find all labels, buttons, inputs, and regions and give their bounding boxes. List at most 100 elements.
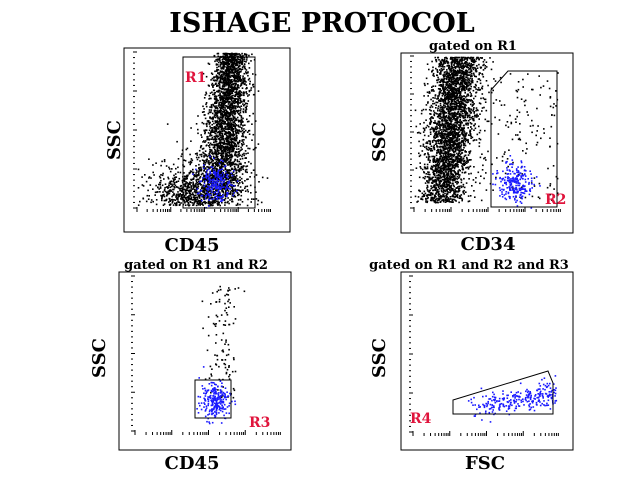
event-dot <box>195 176 198 178</box>
cd34-event-dot <box>228 180 230 183</box>
event-dot <box>184 182 187 185</box>
event-dot <box>236 77 238 80</box>
event-dot <box>244 54 246 56</box>
event-dot <box>444 124 446 127</box>
event-dot <box>237 184 239 187</box>
cd34-event-dot <box>219 179 222 181</box>
event-dot <box>468 71 470 74</box>
event-dot <box>208 167 211 170</box>
event-dot <box>213 84 215 86</box>
event-dot <box>192 199 195 201</box>
event-dot <box>213 167 216 169</box>
event-dot <box>463 129 465 132</box>
event-dot <box>181 197 184 199</box>
event-dot <box>437 183 439 186</box>
event-dot <box>218 128 220 130</box>
event-dot <box>167 190 170 192</box>
event-dot <box>212 146 215 149</box>
event-dot <box>414 195 417 198</box>
event-dot <box>223 127 226 130</box>
event-dot <box>436 159 438 162</box>
event-dot <box>221 78 223 80</box>
event-dot <box>460 158 463 161</box>
event-dot <box>213 114 216 116</box>
event-dot <box>216 108 219 110</box>
event-dot <box>236 124 238 127</box>
event-dot <box>203 187 205 189</box>
event-dot <box>240 105 243 107</box>
event-dot <box>189 192 191 195</box>
event-dot <box>227 118 230 120</box>
event-dot <box>198 183 200 185</box>
cd34-event-dot <box>209 170 211 173</box>
event-dot <box>214 201 217 204</box>
event-dot <box>193 198 196 200</box>
event-dot <box>187 184 189 186</box>
event-dot <box>215 95 218 98</box>
event-dot <box>226 119 229 122</box>
event-dot <box>171 184 174 187</box>
event-dot <box>437 191 440 194</box>
event-dot <box>233 112 235 114</box>
event-dot <box>195 191 198 194</box>
event-dot <box>251 139 253 141</box>
event-dot <box>227 94 229 96</box>
event-dot <box>219 162 222 165</box>
cd34-event-dot <box>230 184 232 186</box>
event-dot <box>440 63 443 65</box>
event-dot <box>204 192 206 195</box>
event-dot <box>218 161 220 163</box>
event-dot <box>208 98 210 100</box>
event-dot <box>219 172 222 175</box>
cd34-event-dot <box>210 185 212 188</box>
event-dot <box>213 174 215 177</box>
event-dot <box>225 150 227 153</box>
event-dot <box>459 106 462 109</box>
event-dot <box>426 187 428 189</box>
event-dot <box>208 146 211 149</box>
event-dot <box>240 108 242 110</box>
event-dot <box>162 172 164 175</box>
event-dot <box>223 183 225 185</box>
cd34-event-dot <box>227 174 229 176</box>
event-dot <box>173 182 176 184</box>
event-dot <box>234 106 237 108</box>
event-dot <box>231 95 233 97</box>
cd34-event-dot <box>214 173 216 175</box>
event-dot <box>216 60 218 62</box>
event-dot <box>219 117 221 120</box>
event-dot <box>463 100 465 102</box>
event-dot <box>204 202 206 205</box>
event-dot <box>210 130 213 132</box>
event-dot <box>215 111 217 114</box>
event-dot <box>215 126 218 129</box>
event-dot <box>219 126 221 128</box>
event-dot <box>232 128 234 131</box>
event-dot <box>238 78 241 80</box>
event-dot <box>223 79 225 82</box>
event-dot <box>186 199 189 201</box>
event-dot <box>230 65 233 67</box>
event-dot <box>219 134 222 137</box>
event-dot <box>190 187 192 189</box>
event-dot <box>225 181 227 184</box>
event-dot <box>219 80 222 83</box>
event-dot <box>198 156 200 159</box>
event-dot <box>241 157 244 160</box>
event-dot <box>189 201 192 203</box>
event-dot <box>218 142 220 145</box>
event-dot <box>194 189 196 191</box>
event-dot <box>229 103 232 106</box>
event-dot <box>438 190 440 193</box>
event-dot <box>223 61 226 63</box>
cd34-event-dot <box>201 194 204 197</box>
event-dot <box>233 102 236 105</box>
cd34-event-dot <box>200 180 202 182</box>
event-dot <box>456 108 458 110</box>
event-dot <box>440 152 443 154</box>
event-dot <box>203 154 205 157</box>
event-dot <box>207 62 210 65</box>
event-dot <box>465 151 467 153</box>
event-dot <box>429 121 432 123</box>
event-dot <box>239 198 242 201</box>
